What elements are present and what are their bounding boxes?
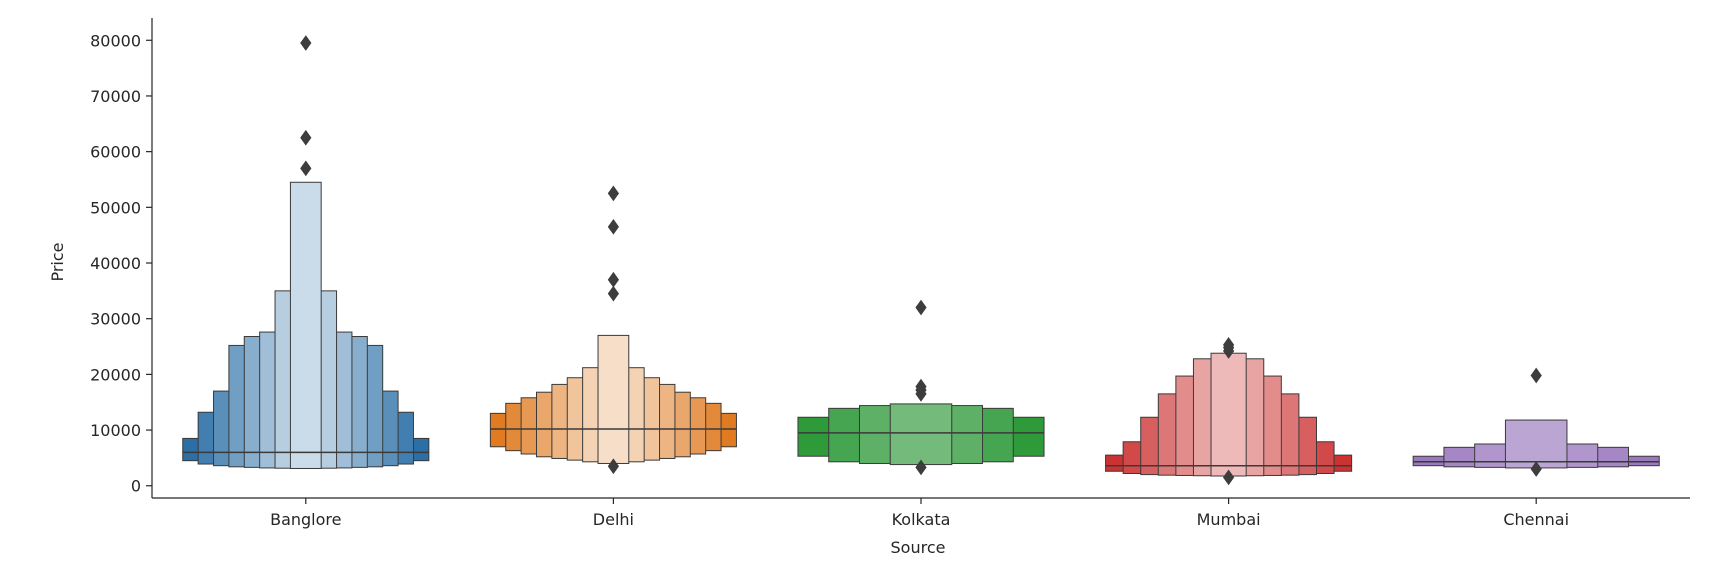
outlier-point: [1222, 469, 1235, 486]
y-tick-label: 80000: [90, 31, 141, 50]
y-tick-label: 10000: [90, 421, 141, 440]
box-level: [889, 403, 953, 466]
box-level: [1504, 419, 1568, 469]
x-axis-label: Source: [891, 538, 946, 557]
x-tick-label: Banglore: [270, 510, 341, 529]
outlier-point: [607, 271, 620, 288]
x-ticks: Banglore Delhi Kolkata Mumbai Chennai: [270, 498, 1569, 529]
outlier-point: [1530, 461, 1542, 477]
box-group-delhi: [489, 185, 737, 475]
outlier-point: [607, 458, 620, 475]
outlier-point: [915, 299, 927, 316]
x-tick-label: Mumbai: [1197, 510, 1261, 529]
y-tick-label: 60000: [90, 143, 141, 162]
y-tick-label: 70000: [90, 87, 141, 106]
y-tick-label: 50000: [90, 198, 141, 217]
outlier-point: [915, 378, 927, 395]
outlier-point: [300, 160, 312, 177]
box-group-mumbai: [1105, 337, 1353, 486]
box-level: [289, 181, 322, 469]
boxes-layer: [182, 35, 1660, 486]
outlier-point: [300, 129, 312, 146]
box-group-kolkata: [797, 299, 1045, 476]
box-group-chennai: [1412, 367, 1660, 477]
outlier-point: [607, 218, 620, 235]
outlier-point: [607, 185, 620, 202]
y-axis-label: Price: [48, 242, 67, 281]
box-level: [597, 334, 630, 464]
outlier-point: [300, 35, 312, 51]
x-tick-label: Chennai: [1503, 510, 1569, 529]
y-tick-label: 0: [131, 477, 141, 496]
outlier-point: [607, 285, 620, 302]
outlier-point: [1530, 367, 1542, 384]
y-tick-label: 30000: [90, 310, 141, 329]
y-ticks: 0 10000 20000 30000 40000 50000 60000 70000 8000…: [90, 31, 152, 496]
outlier-point: [1222, 337, 1235, 353]
outlier-point: [915, 459, 927, 476]
y-tick-label: 40000: [90, 254, 141, 273]
x-tick-label: Kolkata: [892, 510, 951, 529]
box-group-banglore: [182, 35, 430, 469]
x-tick-label: Delhi: [593, 510, 634, 529]
y-tick-label: 20000: [90, 365, 141, 384]
box-level: [1210, 352, 1247, 477]
